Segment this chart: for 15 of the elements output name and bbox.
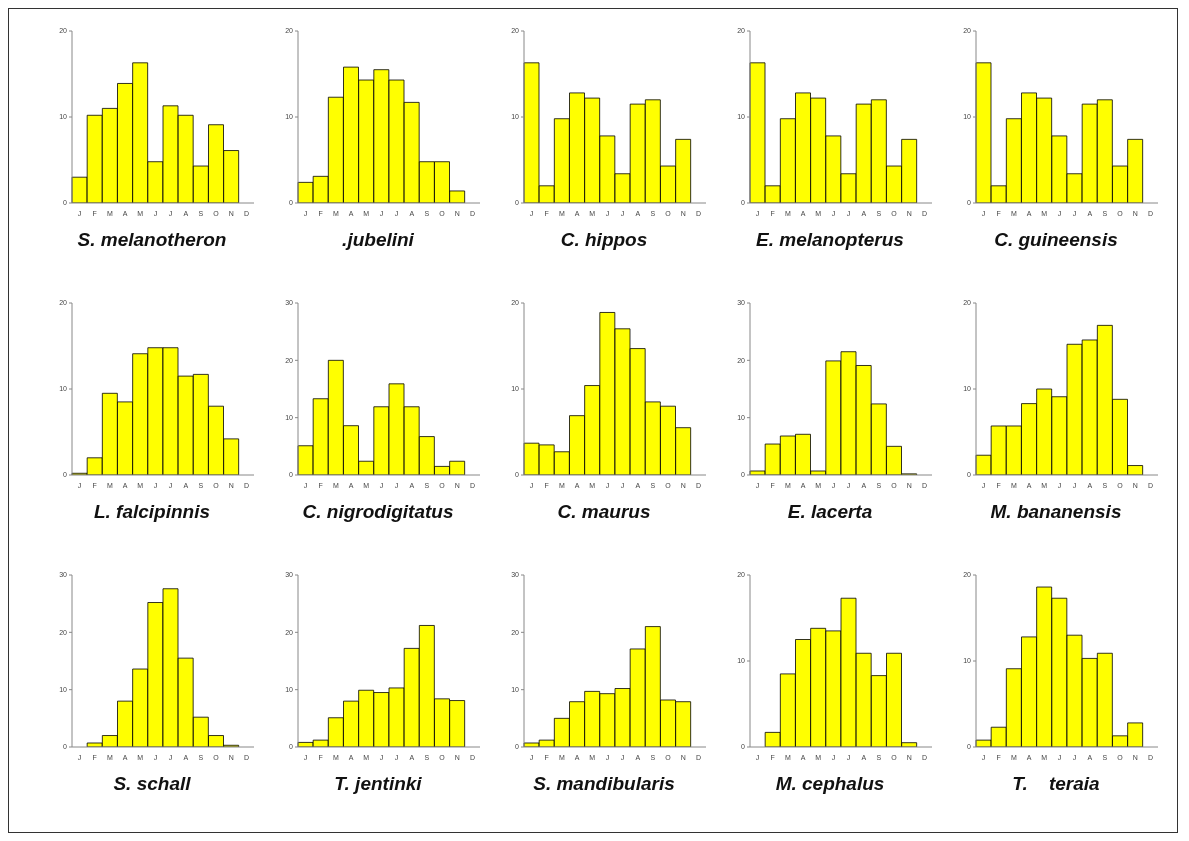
x-axis-title: T. jentinki bbox=[334, 773, 422, 795]
x-axis-title: S. schall bbox=[113, 773, 191, 795]
x-axis-title: M. cephalus bbox=[775, 773, 885, 795]
x-axis-title: C. hippos bbox=[560, 229, 648, 251]
x-axis-title: T. teraia bbox=[1012, 773, 1100, 795]
x-axis-title: S. mandibularis bbox=[533, 773, 675, 795]
x-axis-title: E. lacerta bbox=[787, 501, 873, 523]
x-axis-title: .jubelini bbox=[342, 229, 414, 251]
x-axis-title: C. guineensis bbox=[994, 229, 1118, 251]
x-axis-title: M. bananensis bbox=[990, 501, 1122, 523]
x-axis-title: S. melanotheron bbox=[77, 229, 227, 251]
x-axis-title: E. melanopterus bbox=[756, 229, 904, 251]
x-axis-title: C. maurus bbox=[557, 501, 651, 523]
x-axis-title: C. nigrodigitatus bbox=[302, 501, 454, 523]
x-axis-title: L. falcipinnis bbox=[93, 501, 211, 523]
